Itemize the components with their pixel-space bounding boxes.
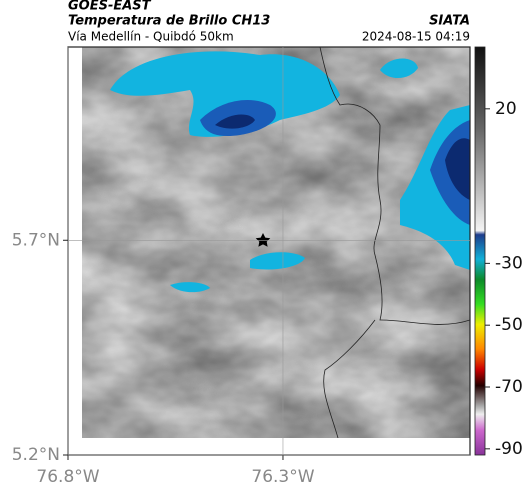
colorbar — [474, 46, 486, 456]
colorbar-tick-label: -30 — [495, 253, 523, 273]
y-tick-label: 5.7°N — [12, 230, 60, 250]
product: GOES-EAST — [68, 0, 152, 14]
y-tick-label: 5.2°N — [12, 445, 60, 465]
source: SIATA — [429, 14, 470, 29]
colorbar-tick-label: -90 — [495, 439, 523, 459]
x-tick-label: 76.3°W — [251, 467, 314, 487]
colorbar-tick-label: 20 — [495, 99, 517, 119]
colorbar-tick-label: -50 — [495, 315, 523, 335]
satellite-image — [82, 47, 470, 438]
route: Vía Medellín - Quibdó 50km — [68, 30, 234, 44]
location-marker — [255, 233, 271, 247]
datetime: 2024-08-15 04:19 — [362, 30, 470, 44]
title: Temperatura de Brillo CH13 — [68, 14, 270, 29]
x-tick-label: 76.8°W — [36, 467, 99, 487]
colorbar-tick-label: -70 — [495, 377, 523, 397]
map-axes: 76.8°W 76.3°W 5.7°N 5.2°N 20 -30 -50 -70 -90 — [12, 47, 523, 487]
